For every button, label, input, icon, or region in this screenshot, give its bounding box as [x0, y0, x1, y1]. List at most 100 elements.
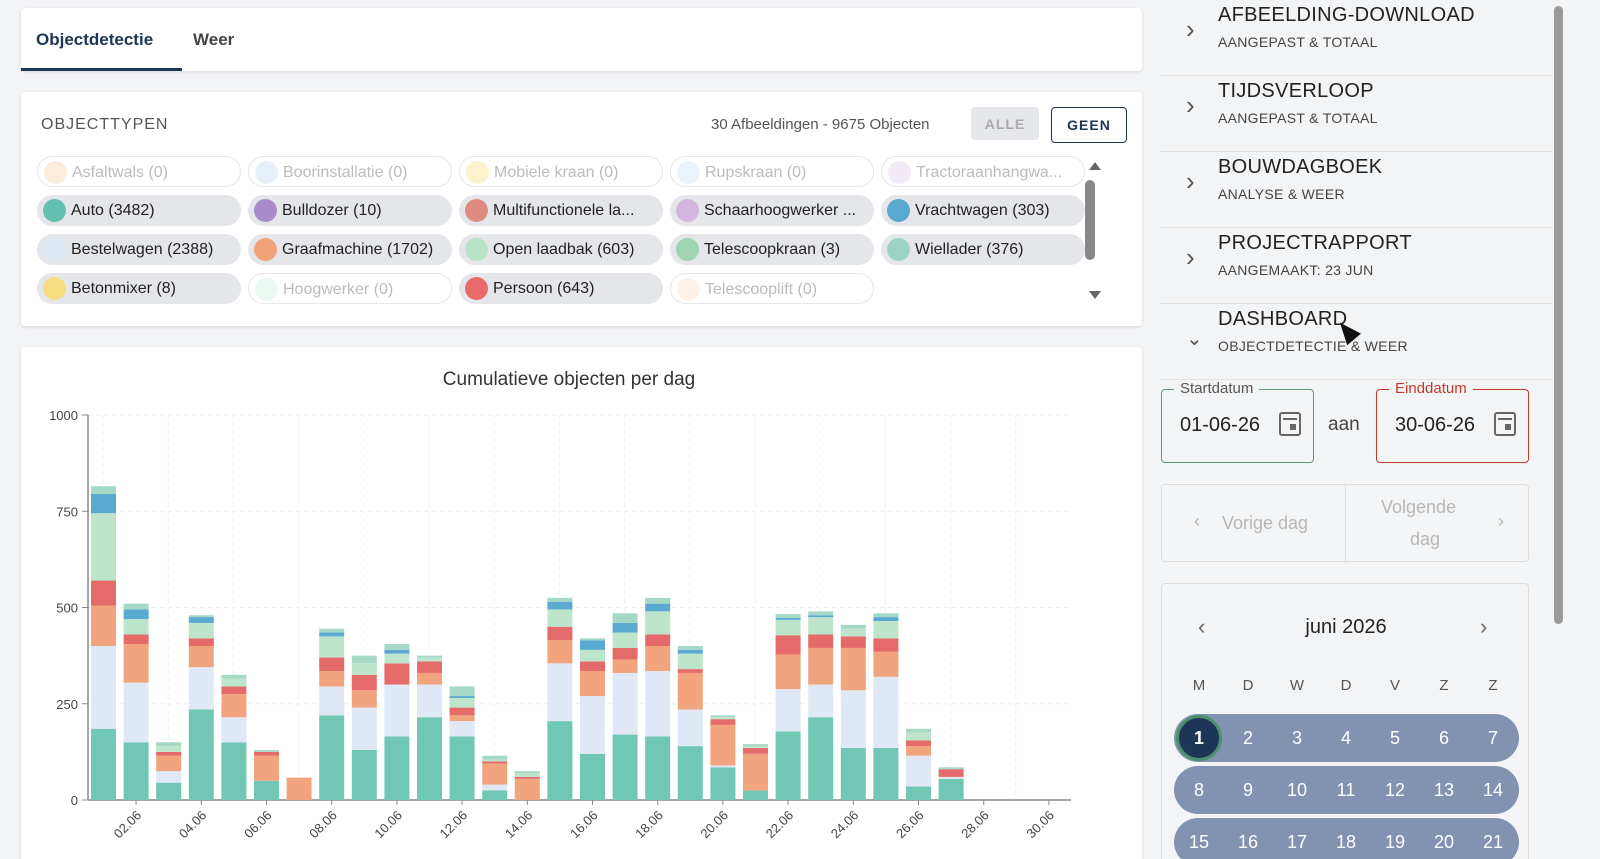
bar-segment-open-laadbak[interactable]: [188, 622, 214, 639]
bar-segment-persoon[interactable]: [351, 674, 377, 691]
bar-segment-persoon[interactable]: [938, 769, 964, 777]
bar-segment-vrachtwagen[interactable]: [612, 622, 638, 633]
bar-segment-wiellader[interactable]: [188, 615, 214, 618]
bar-segment-wiellader[interactable]: [91, 486, 116, 494]
bar-segment-bestelwagen[interactable]: [906, 755, 931, 787]
bar-segment-graafmachine[interactable]: [188, 646, 214, 668]
bar-segment-bestelwagen[interactable]: [677, 709, 703, 747]
select-all-button[interactable]: ALLE: [971, 107, 1039, 140]
bar-segment-vrachtwagen[interactable]: [449, 696, 475, 698]
calendar-day[interactable]: 1: [1176, 715, 1222, 761]
objecttype-chip[interactable]: Multifunctionele la...: [459, 195, 663, 226]
bar-segment-auto[interactable]: [873, 748, 899, 800]
bar-segment-auto[interactable]: [645, 736, 671, 800]
bar-segment-wiellader[interactable]: [221, 674, 247, 679]
bar-segment-vrachtwagen[interactable]: [319, 632, 345, 637]
bar-segment-bestelwagen[interactable]: [873, 676, 899, 749]
bar-segment-bestelwagen[interactable]: [449, 721, 475, 737]
calendar-day[interactable]: 19: [1384, 832, 1406, 852]
bar-segment-bestelwagen[interactable]: [840, 690, 866, 749]
bar-segment-wiellader[interactable]: [775, 614, 801, 618]
tab-weer[interactable]: Weer: [193, 30, 235, 49]
calendar-icon[interactable]: [1494, 412, 1516, 436]
bar-segment-persoon[interactable]: [710, 719, 736, 725]
bar-segment-persoon[interactable]: [319, 657, 345, 672]
bar-segment-auto[interactable]: [547, 721, 573, 800]
bar-segment-bestelwagen[interactable]: [612, 672, 638, 735]
bar-segment-bestelwagen[interactable]: [775, 689, 801, 732]
sidebar-item-bouwdagboek[interactable]: › BOUWDAGBOEK ANALYSE & WEER: [1161, 152, 1551, 228]
objecttype-chip[interactable]: Wiellader (376): [881, 234, 1085, 265]
bar-segment-open-laadbak[interactable]: [710, 717, 736, 720]
bar-segment-auto[interactable]: [710, 767, 736, 800]
bar-segment-bestelwagen[interactable]: [547, 663, 573, 722]
bar-segment-open-laadbak[interactable]: [677, 653, 703, 670]
calendar-day[interactable]: 5: [1389, 728, 1400, 748]
calendar-day[interactable]: 12: [1384, 780, 1406, 800]
next-month-icon[interactable]: ›: [1480, 614, 1488, 639]
bar-segment-bestelwagen[interactable]: [351, 707, 377, 750]
bar-segment-persoon[interactable]: [840, 636, 866, 648]
bar-segment-open-laadbak[interactable]: [482, 759, 508, 762]
bar-segment-persoon[interactable]: [449, 707, 475, 716]
bar-segment-vrachtwagen[interactable]: [775, 617, 801, 620]
bar-segment-graafmachine[interactable]: [645, 646, 671, 672]
bar-segment-auto[interactable]: [612, 734, 638, 800]
bar-segment-open-laadbak[interactable]: [873, 620, 899, 639]
bar-segment-wiellader[interactable]: [580, 638, 605, 641]
bar-segment-persoon[interactable]: [873, 638, 899, 652]
bar-segment-open-laadbak[interactable]: [580, 649, 605, 662]
objecttype-chip[interactable]: Telescoopkraan (3): [670, 234, 874, 265]
calendar-day[interactable]: 10: [1286, 780, 1308, 800]
bar-segment-bestelwagen[interactable]: [384, 684, 410, 737]
bar-segment-graafmachine[interactable]: [580, 671, 605, 697]
calendar-day[interactable]: 21: [1482, 832, 1504, 852]
bar-segment-graafmachine[interactable]: [482, 763, 508, 785]
bar-segment-open-laadbak[interactable]: [123, 619, 149, 635]
objecttype-chip[interactable]: Boorinstallatie (0): [248, 156, 452, 187]
calendar-day[interactable]: 18: [1335, 832, 1357, 852]
bar-segment-persoon[interactable]: [775, 635, 801, 655]
bar-segment-auto[interactable]: [351, 749, 377, 800]
bar-segment-persoon[interactable]: [156, 751, 182, 756]
bar-segment-vrachtwagen[interactable]: [123, 609, 149, 620]
objecttype-chip[interactable]: Bestelwagen (2388): [37, 234, 241, 265]
bar-segment-persoon[interactable]: [417, 661, 442, 673]
calendar-day[interactable]: 8: [1193, 780, 1204, 800]
bar-segment-open-laadbak[interactable]: [808, 617, 834, 635]
bar-segment-graafmachine[interactable]: [156, 755, 182, 772]
select-none-button[interactable]: GEEN: [1051, 107, 1127, 143]
end-date-field[interactable]: Einddatum 30-06-26: [1376, 380, 1529, 463]
bar-segment-bestelwagen[interactable]: [808, 684, 834, 718]
bar-segment-auto[interactable]: [449, 736, 475, 800]
bar-segment-bestelwagen[interactable]: [319, 686, 345, 716]
bar-segment-persoon[interactable]: [743, 748, 768, 754]
bar-segment-auto[interactable]: [384, 736, 410, 800]
bar-segment-vrachtwagen[interactable]: [645, 603, 671, 612]
bar-segment-wiellader[interactable]: [710, 715, 736, 718]
bar-segment-graafmachine[interactable]: [547, 640, 573, 664]
next-day-button[interactable]: Volgende dag ›: [1346, 485, 1529, 563]
objecttype-chip[interactable]: Asfaltwals (0): [37, 156, 241, 187]
bar-segment-auto[interactable]: [840, 748, 866, 800]
bar-segment-vrachtwagen[interactable]: [808, 615, 834, 618]
bar-segment-open-laadbak[interactable]: [91, 513, 116, 581]
prev-month-icon[interactable]: ‹: [1198, 614, 1206, 639]
bar-segment-open-laadbak[interactable]: [417, 657, 442, 662]
bar-segment-vrachtwagen[interactable]: [580, 640, 605, 650]
bar-segment-persoon[interactable]: [188, 638, 214, 646]
page-scrollbar[interactable]: [1554, 6, 1563, 624]
bar-segment-auto[interactable]: [775, 731, 801, 800]
bar-segment-wiellader[interactable]: [449, 686, 475, 697]
objecttype-chip[interactable]: Auto (3482): [37, 195, 241, 226]
bar-segment-graafmachine[interactable]: [514, 778, 540, 800]
bar-segment-bestelwagen[interactable]: [221, 717, 247, 743]
bar-segment-wiellader[interactable]: [123, 603, 149, 610]
bar-segment-auto[interactable]: [188, 709, 214, 800]
bar-segment-bestelwagen[interactable]: [156, 771, 182, 783]
bar-segment-vrachtwagen[interactable]: [384, 649, 410, 654]
bar-segment-open-laadbak[interactable]: [449, 697, 475, 708]
objecttype-chip[interactable]: Open laadbak (603): [459, 234, 663, 265]
objecttype-chip[interactable]: Schaarhoogwerker ...: [670, 195, 874, 226]
bar-segment-persoon[interactable]: [906, 740, 931, 747]
